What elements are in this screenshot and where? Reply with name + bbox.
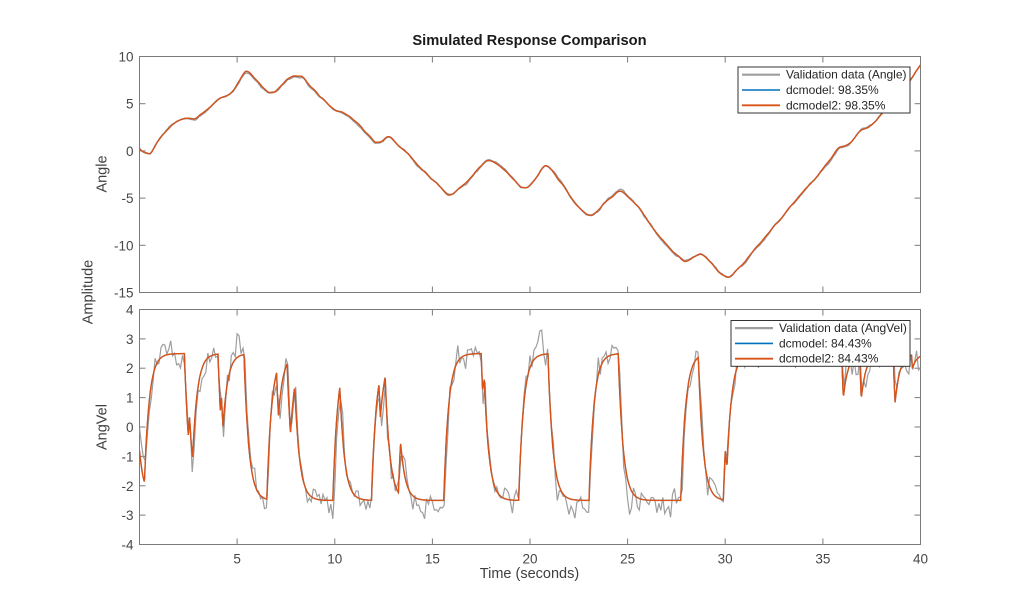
svg-text:0: 0 bbox=[126, 420, 134, 435]
svg-text:-2: -2 bbox=[121, 479, 133, 494]
svg-text:Time (seconds): Time (seconds) bbox=[480, 566, 579, 582]
svg-text:dcmodel: 84.43%: dcmodel: 84.43% bbox=[779, 336, 872, 350]
svg-text:Simulated Response Comparison: Simulated Response Comparison bbox=[412, 33, 646, 49]
svg-text:40: 40 bbox=[913, 552, 928, 567]
svg-text:-4: -4 bbox=[121, 538, 133, 553]
svg-text:dcmodel2: 84.43%: dcmodel2: 84.43% bbox=[779, 352, 879, 366]
svg-text:-10: -10 bbox=[114, 238, 134, 253]
svg-text:4: 4 bbox=[126, 303, 134, 318]
svg-text:-1: -1 bbox=[121, 449, 133, 464]
svg-text:AngVel: AngVel bbox=[95, 404, 111, 450]
svg-text:5: 5 bbox=[126, 97, 134, 112]
svg-text:Amplitude: Amplitude bbox=[81, 260, 97, 324]
svg-text:1: 1 bbox=[126, 391, 134, 406]
svg-text:-3: -3 bbox=[121, 508, 133, 523]
svg-text:-15: -15 bbox=[114, 286, 134, 301]
svg-text:Validation data (AngVel): Validation data (AngVel) bbox=[779, 321, 907, 335]
svg-text:2: 2 bbox=[126, 361, 134, 376]
svg-text:20: 20 bbox=[522, 552, 537, 567]
svg-text:Validation data (Angle): Validation data (Angle) bbox=[786, 68, 907, 82]
svg-text:30: 30 bbox=[718, 552, 733, 567]
svg-text:0: 0 bbox=[126, 144, 134, 159]
svg-text:25: 25 bbox=[620, 552, 635, 567]
svg-text:dcmodel: 98.35%: dcmodel: 98.35% bbox=[786, 83, 879, 97]
svg-text:10: 10 bbox=[118, 50, 133, 65]
svg-text:5: 5 bbox=[233, 552, 241, 567]
svg-text:Angle: Angle bbox=[95, 155, 111, 192]
svg-text:15: 15 bbox=[425, 552, 440, 567]
svg-text:10: 10 bbox=[327, 552, 342, 567]
svg-text:dcmodel2: 98.35%: dcmodel2: 98.35% bbox=[786, 98, 886, 112]
svg-text:35: 35 bbox=[815, 552, 830, 567]
svg-text:3: 3 bbox=[126, 332, 134, 347]
svg-text:-5: -5 bbox=[121, 191, 133, 206]
